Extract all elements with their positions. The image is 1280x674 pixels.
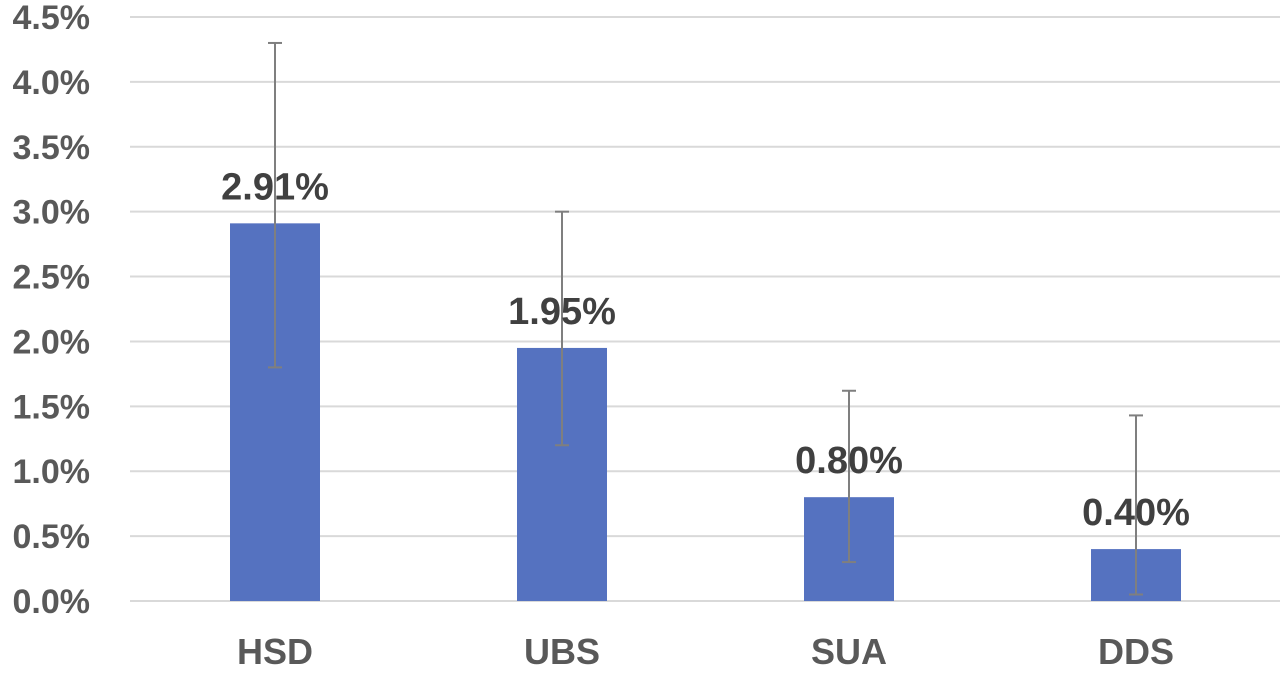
data-label-hsd: 2.91% [221,166,329,208]
data-label-dds: 0.40% [1082,492,1190,534]
gridlines [130,16,1280,602]
y-tick-label: 0.5% [13,518,91,556]
error-bar-dds [1129,414,1143,596]
error-bar-hsd [268,41,282,369]
y-tick-label: 1.5% [13,388,91,426]
error-bar-ubs [555,210,569,447]
bars [230,223,1181,601]
y-tick-label: 1.0% [13,453,91,491]
x-axis-ticks: HSD UBS SUA DDS [237,631,1174,672]
y-axis-ticks: 0.0% 0.5% 1.0% 1.5% 2.0% 2.5% 3.0% 3.5% 4.0% 4.5% [13,0,91,621]
y-tick-label: 2.5% [13,259,91,297]
x-tick-label-ubs: UBS [524,631,600,672]
y-tick-label: 3.5% [13,129,91,167]
y-tick-label: 4.0% [13,64,91,102]
x-tick-label-hsd: HSD [237,631,313,672]
y-tick-label: 2.0% [13,323,91,361]
error-bar-sua [842,389,856,564]
x-tick-label-dds: DDS [1098,631,1174,672]
data-label-sua: 0.80% [795,440,903,482]
y-tick-label: 0.0% [13,583,91,621]
data-labels: 2.91% 1.95% 0.80% 0.40% [221,166,1190,534]
data-label-ubs: 1.95% [508,291,616,333]
y-tick-label: 3.0% [13,194,91,232]
y-tick-label: 4.5% [13,0,91,37]
error-bars [268,41,1143,596]
x-tick-label-sua: SUA [811,631,887,672]
